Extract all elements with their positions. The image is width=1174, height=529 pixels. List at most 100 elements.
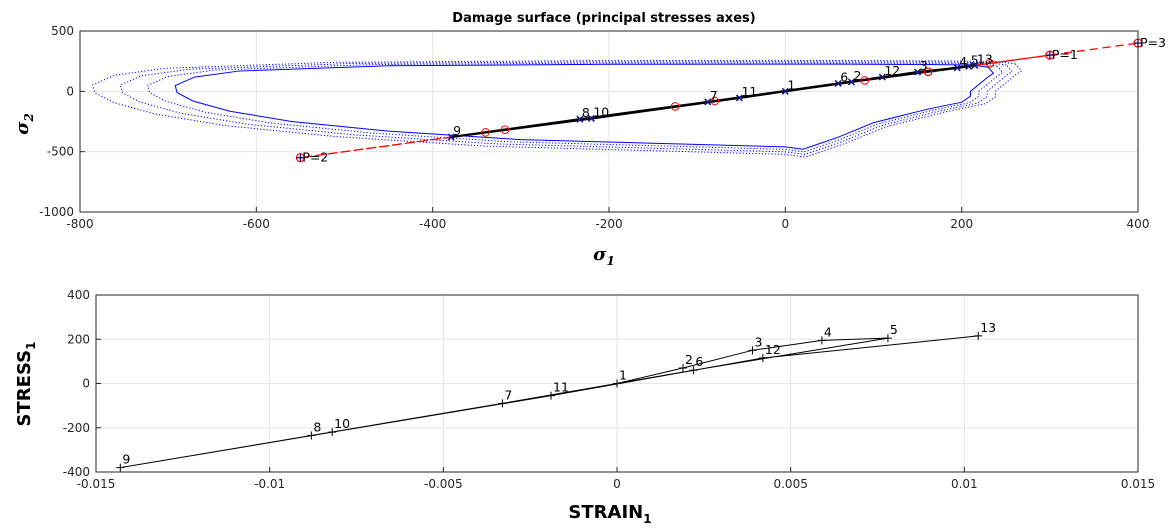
data-point-label: 7: [504, 387, 512, 402]
bottom-x-axis-label: STRAIN1: [568, 502, 651, 526]
prescribed-point-label: P=1: [1052, 47, 1078, 62]
y-tick-label: -200: [63, 421, 90, 435]
y-tick-label: -1000: [39, 205, 74, 219]
load-point-label: 10: [593, 104, 609, 119]
data-point-marker: [748, 346, 757, 355]
load-point-label: 13: [977, 51, 993, 66]
chart-title: Damage surface (principal stresses axes): [452, 11, 755, 26]
y-tick-label: -400: [63, 465, 90, 479]
load-point-label: 2: [853, 68, 861, 83]
load-point-marker: [878, 73, 886, 81]
path-circle-marker: [923, 67, 933, 77]
load-point-marker: [587, 114, 595, 123]
load-point-marker: [834, 79, 842, 88]
x-tick-label: 400: [1127, 217, 1150, 231]
path-circle-marker: [500, 125, 510, 135]
data-point-marker: [307, 431, 316, 440]
data-point-label: 9: [122, 452, 130, 467]
data-point-label: 13: [980, 320, 996, 335]
load-point-marker: [965, 62, 973, 70]
data-point-label: 4: [824, 324, 832, 339]
stress-strain-line: [120, 335, 979, 469]
load-point-label: 7: [710, 88, 718, 103]
data-point-label: 10: [334, 416, 350, 431]
y-tick-label: 0: [66, 84, 74, 98]
data-point-label: 5: [890, 322, 898, 337]
load-point-label: 11: [741, 84, 757, 99]
load-point-marker: [781, 87, 789, 95]
y-tick-label: 200: [67, 332, 90, 346]
load-point-marker: [447, 133, 455, 141]
data-point-marker: [689, 366, 698, 375]
load-point-marker: [914, 68, 922, 76]
path-circle-marker: [670, 102, 680, 111]
y-tick-label: 500: [51, 24, 74, 38]
x-tick-label: -600: [243, 217, 270, 231]
load-point-marker: [971, 61, 979, 69]
data-point-label: 1: [619, 368, 627, 383]
prescribed-point-cross: [1045, 51, 1054, 60]
data-point-label: 3: [754, 334, 762, 349]
x-tick-label: 0.015: [1121, 477, 1155, 491]
load-point-label: 12: [884, 63, 900, 78]
bottom-y-axis-label: STRESS1: [14, 342, 38, 427]
x-tick-label: 0: [782, 217, 790, 231]
data-point-marker: [116, 463, 125, 472]
x-tick-label: -200: [595, 217, 622, 231]
load-point-marker: [847, 78, 856, 86]
load-point-label: 3: [920, 58, 928, 73]
x-tick-label: 0: [613, 477, 621, 491]
load-point-label: 5: [971, 52, 979, 67]
x-tick-label: -400: [419, 217, 446, 231]
prescribed-point-label: P=2: [302, 150, 328, 165]
load-point-label: 1: [787, 77, 795, 92]
x-tick-label: -0.01: [254, 477, 285, 491]
data-point-marker: [974, 331, 983, 340]
top-x-axis-label: σ1: [593, 244, 615, 268]
path-circle-marker: [710, 96, 720, 106]
data-point-marker: [758, 354, 767, 363]
x-tick-label: 0.005: [773, 477, 807, 491]
damage-surface: [174, 63, 995, 150]
damage-surface-dotted: [119, 61, 1013, 155]
load-point-marker: [704, 98, 712, 106]
path-circle-marker: [481, 128, 490, 137]
load-point-label: 8: [582, 105, 590, 120]
path-circle-marker: [860, 76, 869, 85]
top-y-axis-label: σ2: [12, 113, 36, 135]
x-tick-label: -800: [66, 217, 93, 231]
data-point-marker: [328, 428, 337, 437]
x-tick-label: 200: [950, 217, 973, 231]
y-tick-label: -500: [47, 145, 74, 159]
x-tick-label: 0.01: [951, 477, 978, 491]
data-point-label: 8: [313, 419, 321, 434]
damage-surface-dotted: [147, 62, 1004, 153]
x-tick-label: -0.005: [424, 477, 463, 491]
load-point-marker: [953, 64, 961, 72]
prescribed-point-cross: [296, 153, 305, 162]
path-circle-marker: [985, 59, 995, 68]
data-point-marker: [817, 336, 826, 345]
prescribed-point-label: P=3: [1140, 35, 1166, 50]
data-point-label: 6: [695, 354, 703, 369]
data-point-marker: [547, 391, 556, 400]
data-point-label: 12: [765, 342, 781, 357]
data-point-label: 11: [553, 380, 569, 395]
y-tick-label: 400: [67, 288, 90, 302]
load-point-label: 9: [453, 123, 461, 138]
load-point-marker: [735, 94, 744, 102]
x-tick-label: -0.015: [77, 477, 116, 491]
data-point-marker: [883, 334, 892, 343]
data-point-marker: [678, 364, 687, 373]
bottom-ticks: -0.015 -0.01 -0.005 0 0.005 0.01 0.015 -400 -200…: [63, 288, 1155, 491]
damage-surface-chart: Damage surface (principal stresses axes)…: [12, 11, 1166, 268]
load-point-label: 4: [959, 54, 967, 69]
load-point-label: 6: [840, 69, 848, 84]
top-ticks: -800 -600 -400 -200 0 200 400 -1000 -500 0 500: [39, 24, 1149, 231]
data-point-marker: [613, 379, 621, 388]
data-point-label: 2: [685, 352, 693, 367]
